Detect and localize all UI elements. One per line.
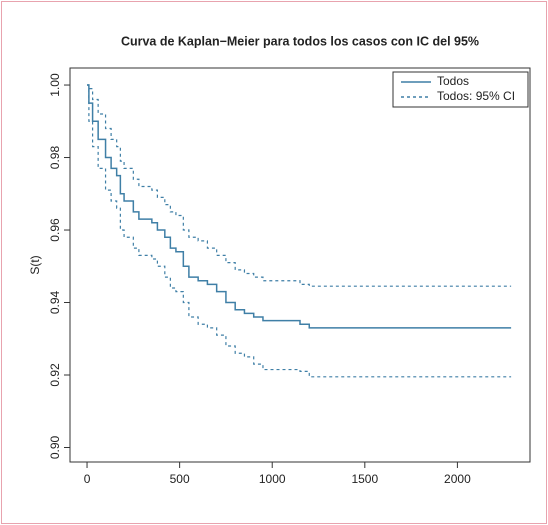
survival-curve (87, 84, 512, 329)
y-tick-label: 0.90 (48, 435, 62, 459)
x-tick-label: 2000 (444, 472, 471, 486)
legend-box (392, 71, 529, 108)
ci-lower (87, 84, 512, 378)
plot-box (69, 67, 531, 463)
legend-label: Todos (437, 74, 469, 88)
ci-upper (87, 84, 512, 287)
x-tick-label: 1500 (351, 472, 378, 486)
y-axis-label: S(t) (28, 255, 42, 274)
y-tick-label: 0.94 (48, 291, 62, 315)
chart-title: Curva de Kaplan−Meier para todos los cas… (121, 34, 479, 48)
y-tick-label: 0.98 (48, 146, 62, 170)
x-tick-label: 500 (170, 472, 190, 486)
y-tick-label: 1.00 (48, 73, 62, 97)
legend-label: Todos: 95% CI (437, 89, 515, 103)
y-tick-label: 0.96 (48, 218, 62, 242)
x-tick-label: 1000 (259, 472, 286, 486)
x-tick-label: 0 (84, 472, 91, 486)
y-tick-label: 0.92 (48, 363, 62, 387)
